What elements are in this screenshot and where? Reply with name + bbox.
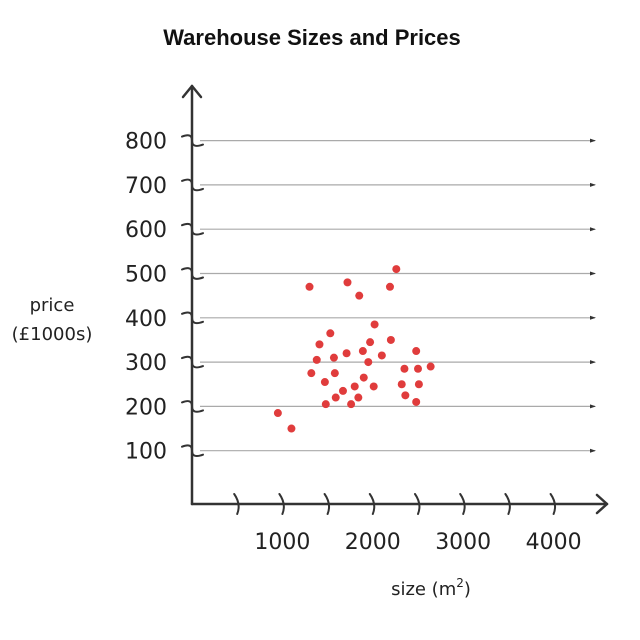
y-axis-label-line1: price	[30, 295, 75, 316]
y-tick-label: 400	[125, 307, 167, 332]
y-tick-label: 600	[125, 218, 167, 243]
gridline-arrow-icon	[590, 227, 596, 232]
y-tick-label: 500	[125, 263, 167, 288]
data-point	[307, 369, 316, 378]
y-axis-arrow-icon	[181, 84, 203, 99]
data-point	[366, 338, 375, 347]
data-point	[414, 380, 423, 389]
data-point	[326, 329, 335, 338]
x-tick-label: 4000	[526, 530, 582, 555]
data-point	[355, 291, 364, 300]
data-point	[359, 373, 368, 382]
gridline-arrow-icon	[590, 360, 596, 365]
data-point	[400, 364, 409, 373]
x-axis-label-end: )	[464, 579, 471, 600]
data-point	[426, 362, 435, 371]
x-axis-label-superscript: 2	[456, 576, 464, 590]
y-tick-label: 800	[125, 130, 167, 155]
gridlines	[200, 138, 596, 453]
data-point	[392, 265, 401, 274]
gridline-arrow-icon	[590, 315, 596, 320]
data-point	[386, 335, 395, 344]
x-axis-arrow-icon	[595, 493, 609, 515]
data-point	[321, 400, 330, 409]
data-point	[412, 397, 421, 406]
data-point	[385, 282, 394, 291]
data-point	[350, 382, 359, 391]
data-point	[412, 347, 421, 356]
data-point	[329, 353, 338, 362]
data-points	[273, 265, 435, 433]
data-point	[342, 349, 351, 358]
y-axis-label-line2: (£1000s)	[12, 324, 93, 345]
data-point	[397, 380, 406, 389]
data-point	[354, 393, 363, 402]
data-point	[370, 320, 379, 329]
data-point	[358, 347, 367, 356]
gridline-arrow-icon	[590, 182, 596, 187]
data-point	[320, 378, 329, 387]
data-point	[343, 278, 352, 287]
data-point	[414, 364, 422, 373]
data-point	[377, 351, 386, 360]
data-point	[401, 391, 410, 400]
x-tick-label: 1000	[254, 530, 310, 555]
gridline-arrow-icon	[590, 448, 596, 453]
y-tick-label: 300	[125, 351, 167, 376]
data-point	[305, 282, 314, 291]
data-point	[331, 393, 340, 402]
data-point	[347, 400, 356, 409]
chart-title: Warehouse Sizes and Prices	[163, 25, 461, 50]
axes	[181, 84, 609, 515]
data-point	[312, 355, 321, 364]
y-tick-label: 100	[125, 440, 167, 465]
gridline-arrow-icon	[590, 138, 596, 143]
x-axis-label: size (m2)	[391, 576, 471, 600]
data-point	[273, 409, 282, 418]
data-point	[364, 358, 373, 367]
data-point	[315, 340, 324, 349]
data-point	[338, 386, 347, 395]
gridline-arrow-icon	[590, 271, 596, 276]
x-tick-label: 2000	[345, 530, 401, 555]
data-point	[330, 369, 339, 378]
y-tick-label: 200	[125, 395, 167, 420]
gridline-arrow-icon	[590, 404, 596, 409]
x-tick-label: 3000	[435, 530, 491, 555]
y-tick-label: 700	[125, 174, 167, 199]
x-axis-label-main: size (m	[391, 579, 456, 600]
data-point	[369, 382, 378, 391]
data-point	[287, 424, 296, 433]
